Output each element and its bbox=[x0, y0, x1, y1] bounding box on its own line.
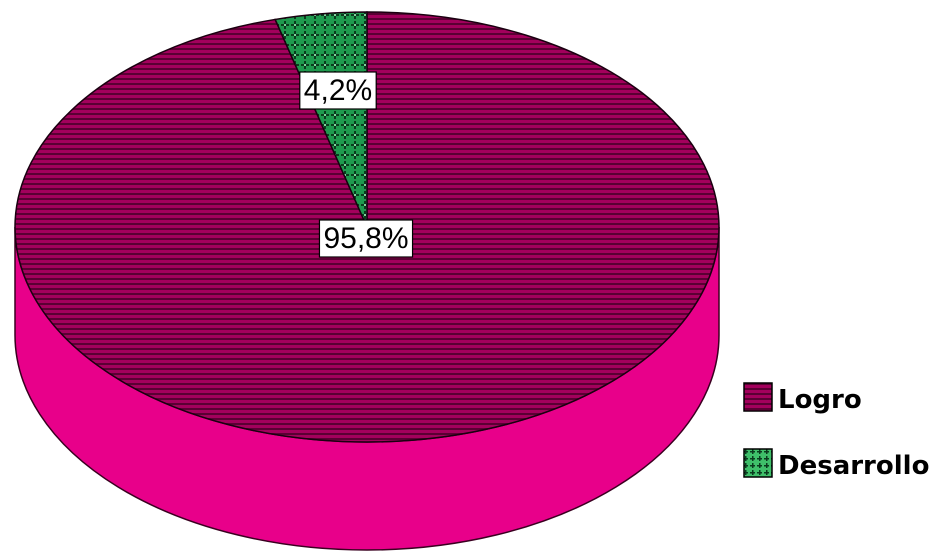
legend-item-logro: Logro bbox=[743, 382, 862, 415]
legend-swatch-desarrollo bbox=[743, 448, 773, 478]
legend-label-desarrollo: Desarrollo bbox=[778, 451, 929, 481]
data-label-box-logro bbox=[318, 219, 414, 258]
pie-data-labels: 95,8% 4,2% bbox=[299, 71, 414, 258]
pie-slice-desarrollo bbox=[274, 11, 368, 228]
legend-swatch-logro bbox=[743, 382, 773, 412]
data-label-text-logro: 95,8% bbox=[323, 222, 408, 255]
data-label-text-desarrollo: 4,2% bbox=[304, 74, 372, 107]
legend-label-logro: Logro bbox=[778, 385, 862, 415]
data-label-desarrollo: 4,2% bbox=[299, 71, 377, 110]
legend: Logro Desarrollo bbox=[743, 382, 929, 481]
data-label-box-desarrollo bbox=[299, 71, 377, 110]
legend-item-desarrollo: Desarrollo bbox=[743, 448, 929, 481]
data-label-logro: 95,8% bbox=[318, 219, 414, 258]
